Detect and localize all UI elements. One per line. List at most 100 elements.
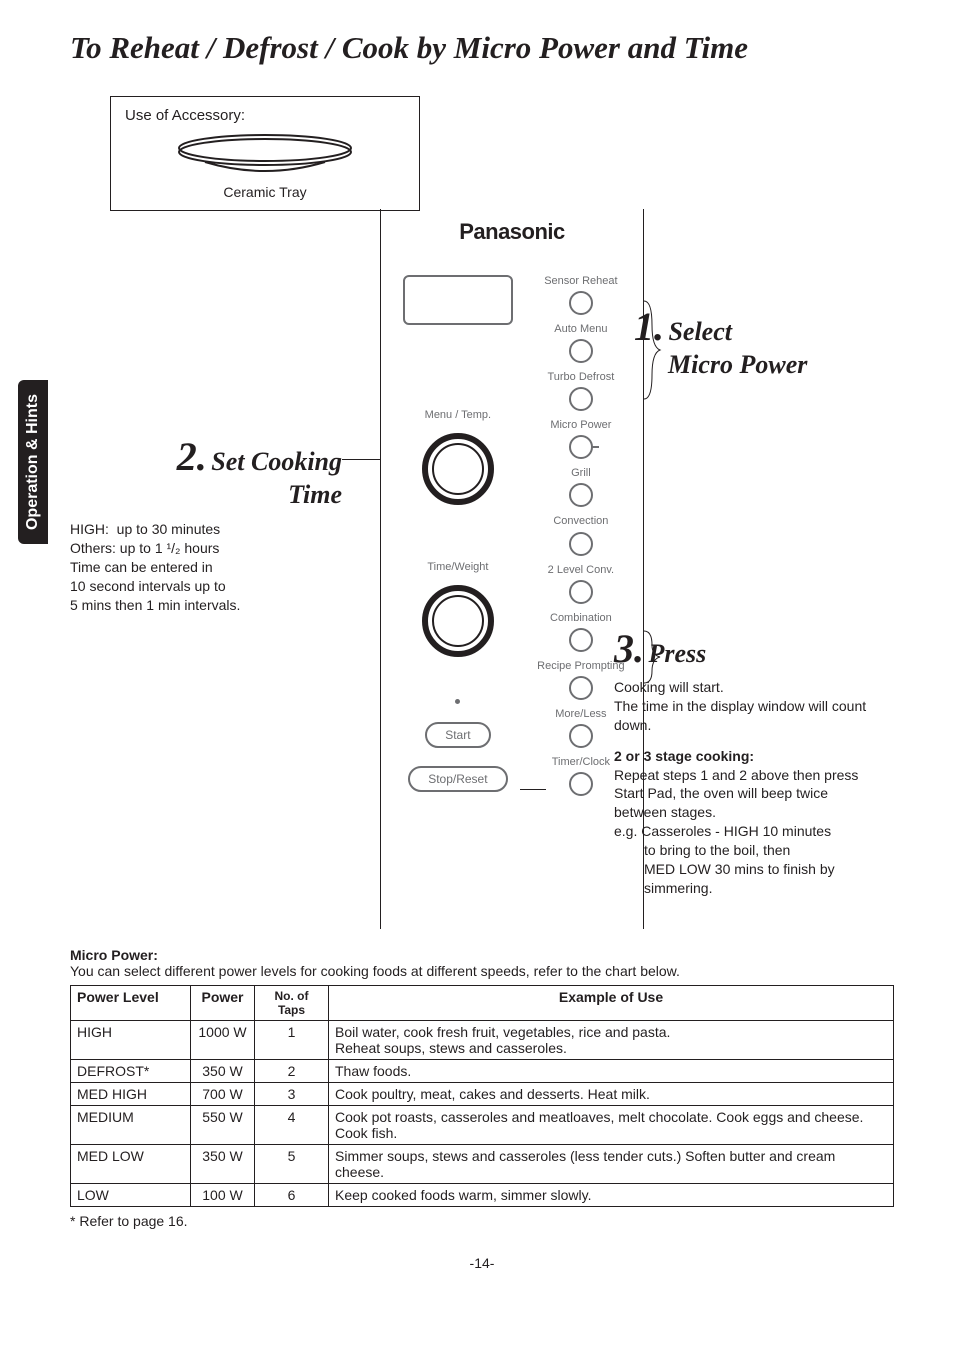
cell-power: 1000 W bbox=[191, 1021, 255, 1060]
step-3-detail: Cooking will start. bbox=[614, 678, 884, 697]
cell-level: MED LOW bbox=[71, 1145, 191, 1184]
cell-use: Cook pot roasts, casseroles and meatloav… bbox=[329, 1106, 894, 1145]
convection-button[interactable] bbox=[569, 532, 593, 556]
display-window bbox=[403, 275, 513, 325]
th-use: Example of Use bbox=[329, 986, 894, 1021]
cell-use: Thaw foods. bbox=[329, 1060, 894, 1083]
cell-level: MEDIUM bbox=[71, 1106, 191, 1145]
cell-level: HIGH bbox=[71, 1021, 191, 1060]
cell-power: 700 W bbox=[191, 1083, 255, 1106]
side-tab: Operation & Hints bbox=[18, 380, 48, 544]
page-title: To Reheat / Defrost / Cook by Micro Powe… bbox=[70, 30, 894, 66]
cell-level: DEFROST* bbox=[71, 1060, 191, 1083]
step-2-detail: Others: up to 1 ¹/₂ hours bbox=[70, 539, 360, 558]
cell-level: LOW bbox=[71, 1184, 191, 1207]
cell-power: 550 W bbox=[191, 1106, 255, 1145]
cell-taps: 2 bbox=[255, 1060, 329, 1083]
cell-use: Boil water, cook fresh fruit, vegetables… bbox=[329, 1021, 894, 1060]
th-power: Power bbox=[191, 986, 255, 1021]
combination-button[interactable] bbox=[569, 628, 593, 652]
cell-use: Simmer soups, stews and casseroles (less… bbox=[329, 1145, 894, 1184]
auto-menu-button[interactable] bbox=[569, 339, 593, 363]
two-level-button[interactable] bbox=[569, 580, 593, 604]
step-2-detail: 10 second intervals up to bbox=[70, 577, 360, 596]
step-3-detail: to bring to the boil, then bbox=[614, 841, 884, 860]
step-3-detail: Repeat steps 1 and 2 above then press St… bbox=[614, 766, 884, 823]
step-2-detail: 5 mins then 1 min intervals. bbox=[70, 596, 360, 615]
turbo-defrost-button[interactable] bbox=[569, 387, 593, 411]
table-row: MEDIUM550 W4Cook pot roasts, casseroles … bbox=[71, 1106, 894, 1145]
cell-power: 350 W bbox=[191, 1060, 255, 1083]
page-number: -14- bbox=[70, 1255, 894, 1271]
cell-use: Cook poultry, meat, cakes and desserts. … bbox=[329, 1083, 894, 1106]
indicator-dot bbox=[455, 699, 460, 704]
footnote: * Refer to page 16. bbox=[70, 1213, 894, 1229]
mp-desc: You can select different power levels fo… bbox=[70, 963, 894, 979]
table-row: MED HIGH700 W3Cook poultry, meat, cakes … bbox=[71, 1083, 894, 1106]
step-2-detail: HIGH: up to 30 minutes bbox=[70, 520, 360, 539]
power-table: Power Level Power No. of Taps Example of… bbox=[70, 985, 894, 1207]
cell-taps: 5 bbox=[255, 1145, 329, 1184]
brand-logo: Panasonic bbox=[381, 219, 643, 245]
sensor-reheat-button[interactable] bbox=[569, 291, 593, 315]
start-button[interactable]: Start bbox=[425, 722, 490, 748]
th-level: Power Level bbox=[71, 986, 191, 1021]
recipe-button[interactable] bbox=[569, 676, 593, 700]
control-panel: Panasonic Menu / Temp. Time/Weight Start… bbox=[380, 209, 644, 929]
table-row: DEFROST*350 W2Thaw foods. bbox=[71, 1060, 894, 1083]
sensor-reheat-label: Sensor Reheat bbox=[544, 275, 617, 287]
stop-reset-button[interactable]: Stop/Reset bbox=[408, 766, 507, 792]
time-weight-label: Time/Weight bbox=[427, 561, 488, 573]
two-level-label: 2 Level Conv. bbox=[548, 564, 614, 576]
micro-power-section: Micro Power: You can select different po… bbox=[70, 947, 894, 1229]
recipe-label: Recipe Prompting bbox=[537, 660, 624, 672]
auto-menu-label: Auto Menu bbox=[554, 323, 607, 335]
panel-area: Panasonic Menu / Temp. Time/Weight Start… bbox=[70, 215, 894, 935]
convection-label: Convection bbox=[553, 515, 608, 527]
cell-taps: 1 bbox=[255, 1021, 329, 1060]
turbo-defrost-label: Turbo Defrost bbox=[547, 371, 614, 383]
ceramic-tray-icon bbox=[175, 132, 355, 180]
step-1-title2: Micro Power bbox=[668, 350, 807, 379]
step-2-title: Set Cooking bbox=[211, 447, 342, 476]
combination-label: Combination bbox=[550, 612, 612, 624]
grill-button[interactable] bbox=[569, 483, 593, 507]
step-3: 3. Press Cooking will start. The time in… bbox=[614, 625, 884, 898]
step-3-subhead: 2 or 3 stage cooking: bbox=[614, 747, 884, 766]
tray-caption: Ceramic Tray bbox=[125, 184, 405, 200]
menu-temp-label: Menu / Temp. bbox=[425, 409, 491, 421]
accessory-box: Use of Accessory: Ceramic Tray bbox=[110, 96, 420, 211]
cell-power: 350 W bbox=[191, 1145, 255, 1184]
time-weight-dial[interactable] bbox=[422, 585, 494, 657]
cell-taps: 6 bbox=[255, 1184, 329, 1207]
step-1-title: Select bbox=[668, 317, 732, 346]
menu-temp-dial[interactable] bbox=[422, 433, 494, 505]
cell-level: MED HIGH bbox=[71, 1083, 191, 1106]
mp-head: Micro Power: bbox=[70, 947, 158, 963]
cell-power: 100 W bbox=[191, 1184, 255, 1207]
step-3-detail: e.g. Casseroles - HIGH 10 minutes bbox=[614, 822, 884, 841]
step-2: 2. Set Cooking Time HIGH: up to 30 minut… bbox=[70, 433, 360, 614]
more-less-label: More/Less bbox=[555, 708, 606, 720]
step-3-detail: The time in the display window will coun… bbox=[614, 697, 884, 735]
cell-taps: 4 bbox=[255, 1106, 329, 1145]
table-row: MED LOW350 W5Simmer soups, stews and cas… bbox=[71, 1145, 894, 1184]
step-3-detail: MED LOW 30 mins to finish by simmering. bbox=[614, 860, 884, 898]
step-2-num: 2. bbox=[177, 434, 207, 479]
step-2-title2: Time bbox=[288, 480, 342, 509]
micro-power-button[interactable] bbox=[569, 435, 593, 459]
timer-clock-label: Timer/Clock bbox=[552, 756, 610, 768]
accessory-label: Use of Accessory: bbox=[125, 107, 405, 124]
step-3-title: Press bbox=[648, 639, 706, 668]
cell-taps: 3 bbox=[255, 1083, 329, 1106]
timer-clock-button[interactable] bbox=[569, 772, 593, 796]
step-2-detail: Time can be entered in bbox=[70, 558, 360, 577]
table-row: LOW100 W6Keep cooked foods warm, simmer … bbox=[71, 1184, 894, 1207]
step-1: 1. Select Micro Power bbox=[634, 303, 884, 380]
cell-use: Keep cooked foods warm, simmer slowly. bbox=[329, 1184, 894, 1207]
step-1-num: 1. bbox=[634, 304, 664, 349]
step-3-num: 3. bbox=[614, 626, 644, 671]
grill-label: Grill bbox=[571, 467, 591, 479]
th-taps: No. of Taps bbox=[255, 986, 329, 1021]
more-less-button[interactable] bbox=[569, 724, 593, 748]
